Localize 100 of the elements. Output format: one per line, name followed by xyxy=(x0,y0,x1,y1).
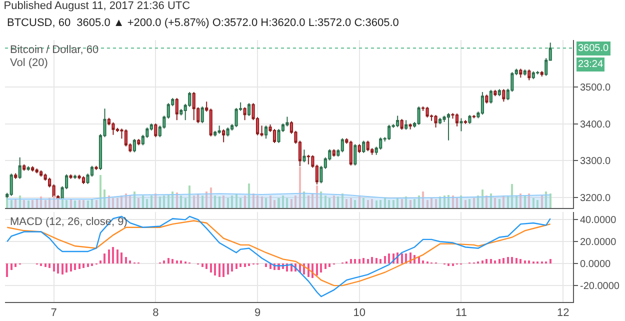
bar xyxy=(116,198,118,208)
bar xyxy=(490,194,492,208)
bar xyxy=(244,264,246,267)
bar xyxy=(180,260,182,264)
y-tick-label: 3300.0 xyxy=(580,156,612,168)
bar xyxy=(104,190,106,208)
candlestick xyxy=(408,122,412,130)
bar xyxy=(32,200,34,208)
bar xyxy=(400,198,403,208)
bar xyxy=(201,264,204,267)
y-tick-label: -20.0000 xyxy=(580,281,620,292)
y-tick-label: 20.0000 xyxy=(580,237,617,248)
y-tick-label: 3500.0 xyxy=(580,82,612,94)
bar xyxy=(260,196,263,208)
bar xyxy=(52,264,55,272)
candlestick xyxy=(519,68,522,78)
bar xyxy=(112,198,114,208)
bar xyxy=(252,194,254,208)
candlestick xyxy=(358,144,361,154)
bar xyxy=(18,196,21,208)
bar xyxy=(477,196,480,208)
candlestick xyxy=(306,154,310,165)
bar xyxy=(341,194,344,208)
bar xyxy=(210,188,212,208)
bar xyxy=(248,183,250,208)
bar xyxy=(99,175,102,208)
bar xyxy=(316,185,318,208)
bar xyxy=(66,200,68,208)
bar xyxy=(142,196,144,208)
bar xyxy=(133,192,136,208)
bar xyxy=(278,198,280,208)
candlestick xyxy=(132,138,136,153)
bar xyxy=(320,264,322,272)
bar xyxy=(129,260,132,264)
bar xyxy=(222,196,225,208)
bar xyxy=(502,196,505,208)
bar xyxy=(124,257,127,264)
bar xyxy=(40,196,42,208)
bar xyxy=(108,196,110,208)
candlestick xyxy=(523,69,526,76)
candlestick xyxy=(472,114,476,119)
bar xyxy=(78,200,80,208)
bar xyxy=(184,198,186,208)
bar xyxy=(490,259,492,264)
bar xyxy=(392,200,394,208)
bar xyxy=(231,264,234,272)
bar xyxy=(201,196,204,208)
bar xyxy=(532,198,534,208)
candlestick xyxy=(137,138,140,146)
bar xyxy=(256,196,259,208)
bar xyxy=(494,260,496,264)
bar xyxy=(439,196,442,208)
bar xyxy=(290,198,292,208)
bar xyxy=(307,196,310,208)
candlestick xyxy=(73,174,77,180)
bar xyxy=(210,264,212,272)
candlestick xyxy=(485,94,488,104)
candlestick xyxy=(498,88,501,97)
candlestick xyxy=(536,70,540,75)
bar xyxy=(328,264,331,267)
bar xyxy=(138,198,140,208)
x-tick-label: 10 xyxy=(353,307,366,320)
bar xyxy=(192,196,195,208)
candlestick xyxy=(540,70,544,78)
bar xyxy=(443,196,446,208)
candlestick xyxy=(494,89,497,97)
bar xyxy=(524,260,526,264)
y-tick-label: 3400.0 xyxy=(580,119,612,130)
bar xyxy=(520,194,522,208)
bar xyxy=(180,196,182,208)
bar xyxy=(375,200,378,208)
bar xyxy=(409,200,412,208)
line-series xyxy=(6,216,551,298)
bar xyxy=(91,198,94,208)
candlestick xyxy=(192,92,196,121)
candlestick xyxy=(404,120,408,130)
bar xyxy=(358,196,360,208)
bar xyxy=(324,264,326,270)
bar xyxy=(150,196,152,208)
bar xyxy=(434,198,437,208)
bar xyxy=(99,260,102,264)
bar xyxy=(265,198,268,208)
candlestick xyxy=(502,88,506,102)
y-tick-label: 3200.0 xyxy=(580,193,612,204)
bar xyxy=(36,198,38,208)
bar xyxy=(418,257,420,264)
bar xyxy=(460,196,462,208)
bar xyxy=(515,196,518,208)
bar xyxy=(74,264,76,270)
bar xyxy=(316,264,318,276)
bar xyxy=(426,200,428,208)
candlestick xyxy=(528,69,531,81)
bar xyxy=(396,198,399,208)
x-tick-label: 12 xyxy=(556,307,570,320)
bar xyxy=(10,264,12,270)
candlestick xyxy=(218,125,221,134)
bar xyxy=(104,254,106,264)
bar xyxy=(354,200,356,208)
candlestick xyxy=(417,106,420,126)
candlestick xyxy=(69,174,72,180)
